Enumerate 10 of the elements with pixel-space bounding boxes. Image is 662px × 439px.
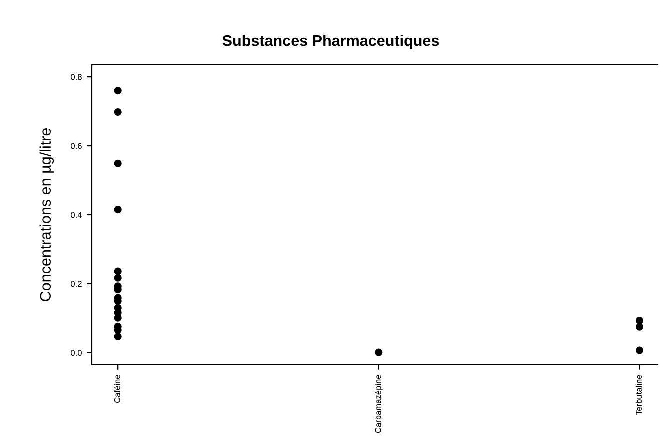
y-tick-label: 0.0 (71, 350, 82, 356)
x-tick-label: Caféine (114, 375, 120, 404)
y-tick-label: 0.4 (71, 212, 82, 218)
y-tick-label: 0.6 (71, 143, 82, 150)
y-tick-label: 0.2 (71, 281, 82, 288)
chart-title: Substances Pharmaceutiques (222, 35, 440, 50)
y-axis-title: Concentrations en µg/litre (40, 128, 54, 302)
x-tick-label: Carbamazépine (374, 375, 383, 434)
x-tick-label: Terbutaline (636, 375, 642, 416)
y-tick-label: 0.8 (71, 74, 82, 80)
